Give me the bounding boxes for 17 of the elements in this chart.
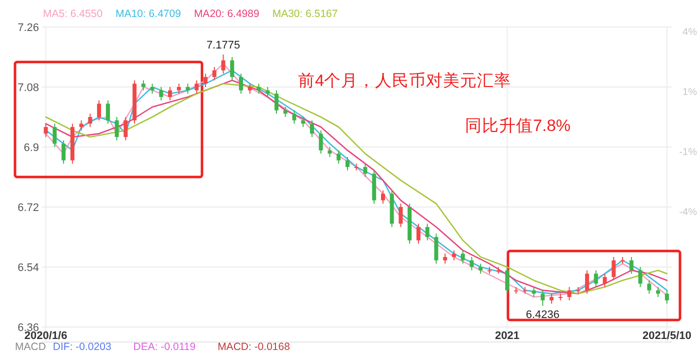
annotation: 6.4236 bbox=[526, 308, 560, 321]
y-tick-label: 7.08 bbox=[18, 82, 39, 94]
text: DEA: -0.0119 bbox=[133, 341, 196, 353]
text: MACD bbox=[15, 341, 46, 353]
y-tick-label: 7.26 bbox=[18, 22, 39, 34]
y-tick-label: 6.9 bbox=[24, 142, 39, 154]
annotation: 前4个月，人民币对美元汇率 bbox=[298, 71, 512, 90]
text: DIF: -0.0203 bbox=[52, 341, 112, 353]
x-tick-label: 2021 bbox=[494, 330, 520, 342]
text: MACD: -0.0168 bbox=[218, 341, 290, 353]
x-tick-label: 2020/1/6 bbox=[24, 330, 68, 342]
legend: MA5: 6.4550 MA10: 6.4709 MA20: 6.4989 MA30: 6.5167 bbox=[43, 8, 338, 20]
x-tick-label: 2021/5/10 bbox=[642, 330, 692, 342]
y-tick-label: 6.72 bbox=[18, 202, 39, 214]
y-tick-label: 6.54 bbox=[18, 262, 39, 274]
annotation: 7.1775 bbox=[206, 40, 240, 52]
annotation: 同比升值7.8% bbox=[465, 116, 571, 135]
